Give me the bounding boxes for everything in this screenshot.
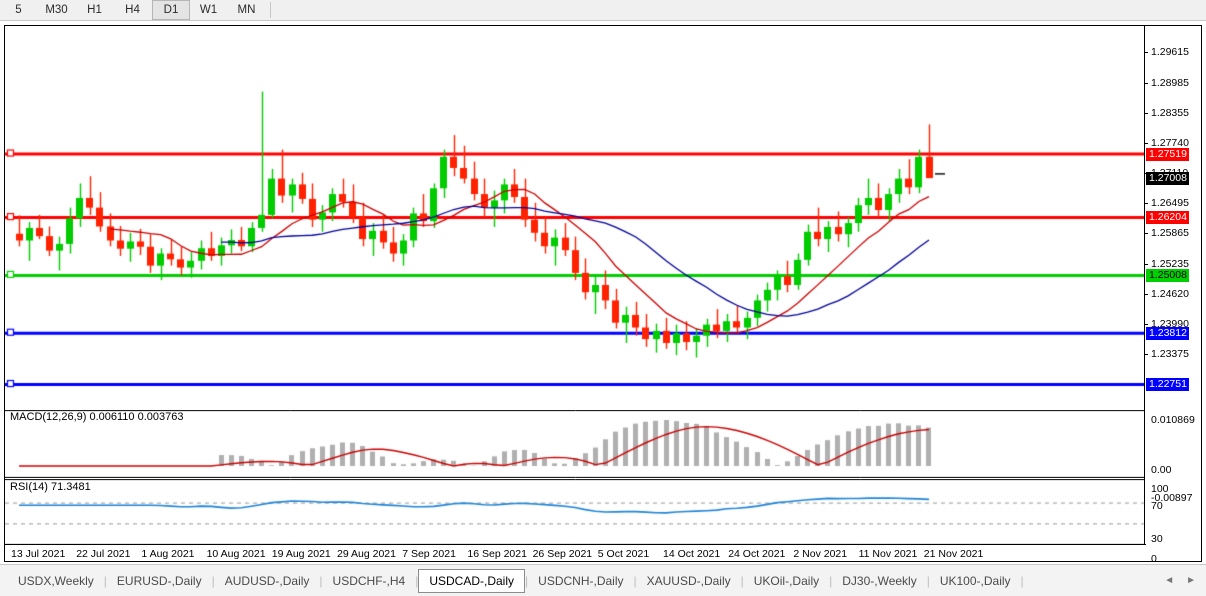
price-level-tag-support[interactable]: 1.22751	[1146, 378, 1189, 392]
date-axis-label: 7 Sep 2021	[402, 548, 456, 560]
date-axis-label: 11 Nov 2021	[858, 548, 918, 560]
timeframe-d1[interactable]: D1	[152, 0, 190, 20]
tab-separator: |	[525, 573, 529, 588]
tab-separator: |	[1020, 573, 1024, 588]
price-tick-label: 1.25235	[1151, 257, 1189, 270]
date-axis-label: 10 Aug 2021	[206, 548, 266, 560]
tab-separator: |	[415, 573, 419, 588]
symbol-tab-usdx-weekly[interactable]: USDX,Weekly	[18, 573, 94, 588]
price-tick-label: 1.24620	[1151, 287, 1189, 300]
rsi-chart-canvas[interactable]	[5, 479, 1146, 545]
macd-chart-canvas[interactable]	[5, 410, 1146, 478]
tab-separator: |	[211, 573, 215, 588]
tab-nav-controls: ◄ ►	[1164, 575, 1206, 586]
symbol-tab-ukoil--daily[interactable]: UKOil-,Daily	[753, 573, 820, 588]
price-level-tag-resistance[interactable]: 1.26204	[1146, 211, 1189, 225]
date-axis-label: 26 Sep 2021	[532, 548, 593, 560]
timeframe-toolbar: 5 M30 H1 H4 D1 W1 MN	[0, 0, 1206, 21]
price-tick-label: 1.26495	[1151, 197, 1189, 210]
timeframe-m30[interactable]: M30	[38, 0, 76, 20]
price-level-tag-support[interactable]: 1.23812	[1146, 326, 1189, 340]
macd-axis-label: 0.010869	[1151, 414, 1195, 426]
date-axis-label: 24 Oct 2021	[728, 548, 786, 560]
price-scale[interactable]: 1.296151.289851.283551.277401.271101.264…	[1144, 26, 1201, 565]
price-tick-label: 1.29615	[1151, 46, 1189, 59]
current-price-tag: 1.27008	[1146, 172, 1189, 186]
price-tick-mark	[1145, 293, 1148, 295]
price-level-tag-pivot[interactable]: 1.25008	[1146, 268, 1189, 282]
timeframe-w1[interactable]: W1	[190, 0, 228, 20]
rsi-axis-label: 30	[1151, 533, 1163, 545]
tab-nav-left-icon[interactable]: ◄	[1164, 575, 1175, 586]
price-tick-mark	[1145, 52, 1148, 54]
date-axis-label: 19 Aug 2021	[271, 548, 331, 560]
rsi-axis-label: 100	[1151, 483, 1169, 495]
macd-label: MACD(12,26,9) 0.006110 0.003763	[10, 411, 184, 423]
symbol-tab-usdcnh--daily[interactable]: USDCNH-,Daily	[538, 573, 624, 588]
timeframe-h4[interactable]: H4	[114, 0, 152, 20]
toolbar-separator	[270, 2, 271, 18]
symbol-tab-uk100--daily[interactable]: UK100-,Daily	[939, 573, 1011, 588]
price-tick-mark	[1145, 142, 1148, 144]
symbol-tab-eurusd--daily[interactable]: EURUSD-,Daily	[116, 573, 202, 588]
rsi-axis-label: 70	[1151, 500, 1163, 512]
chart-window[interactable]: ▲ USDCAD-,Daily 1.27008 1.27009 1.27001 …	[4, 25, 1202, 565]
timeframe-mn[interactable]: MN	[228, 0, 266, 20]
rsi-axis-label: 0	[1151, 553, 1157, 565]
macd-axis-label: 0.00	[1151, 464, 1172, 476]
price-tick-mark	[1145, 82, 1148, 84]
date-axis-label: 5 Oct 2021	[597, 548, 650, 560]
date-axis-label: 21 Nov 2021	[923, 548, 984, 560]
price-tick-mark	[1145, 113, 1148, 115]
tab-separator: |	[319, 573, 323, 588]
symbol-tab-usdchf--h4[interactable]: USDCHF-,H4	[332, 573, 406, 588]
price-tick-mark	[1145, 263, 1148, 265]
date-axis-label: 16 Sep 2021	[467, 548, 527, 560]
timeframe-h1[interactable]: H1	[76, 0, 114, 20]
date-axis-label: 1 Aug 2021	[141, 548, 195, 560]
tab-nav-right-icon[interactable]: ►	[1186, 575, 1196, 586]
tab-separator: |	[829, 573, 833, 588]
symbol-tab-bar: USDX,Weekly | EURUSD-,Daily | AUDUSD-,Daily |…	[0, 564, 1206, 596]
symbol-tab-audusd--daily[interactable]: AUDUSD-,Daily	[224, 573, 310, 588]
tab-separator: |	[633, 573, 637, 588]
tab-separator: |	[103, 573, 107, 588]
price-level-tag-resistance[interactable]: 1.27519	[1146, 147, 1189, 161]
price-chart-canvas[interactable]	[5, 26, 1146, 409]
price-tick-label: 1.28355	[1151, 107, 1189, 120]
price-tick-label: 1.23375	[1151, 347, 1189, 360]
price-tick-mark	[1145, 203, 1148, 205]
price-tick-mark	[1145, 353, 1148, 355]
price-tick-label: 1.25865	[1151, 227, 1189, 240]
date-axis-label: 2 Nov 2021	[793, 548, 848, 560]
timeframe-5[interactable]: 5	[0, 0, 38, 20]
date-axis-label: 22 Jul 2021	[76, 548, 131, 560]
price-tick-label: 1.28985	[1151, 76, 1189, 89]
date-axis-label: 14 Oct 2021	[663, 548, 721, 560]
price-tick-label: 1.27740	[1151, 136, 1189, 149]
tab-separator: |	[740, 573, 744, 588]
macd-axis-label: -0.00897	[1151, 492, 1193, 504]
date-axis-label: 29 Aug 2021	[337, 548, 396, 560]
price-tick-mark	[1145, 233, 1148, 235]
symbol-tab-dj30--weekly[interactable]: DJ30-,Weekly	[842, 573, 917, 588]
tab-separator: |	[926, 573, 930, 588]
price-tick-mark	[1145, 324, 1148, 326]
date-axis: 13 Jul 2021 22 Jul 2021 1 Aug 2021 10 Aug 2…	[5, 544, 1146, 561]
symbol-tab-usdcad--daily[interactable]: USDCAD-,Daily	[418, 568, 526, 593]
date-axis-label: 13 Jul 2021	[11, 548, 66, 560]
symbol-tab-xauusd--daily[interactable]: XAUUSD-,Daily	[646, 573, 731, 588]
rsi-label: RSI(14) 71.3481	[10, 481, 91, 493]
